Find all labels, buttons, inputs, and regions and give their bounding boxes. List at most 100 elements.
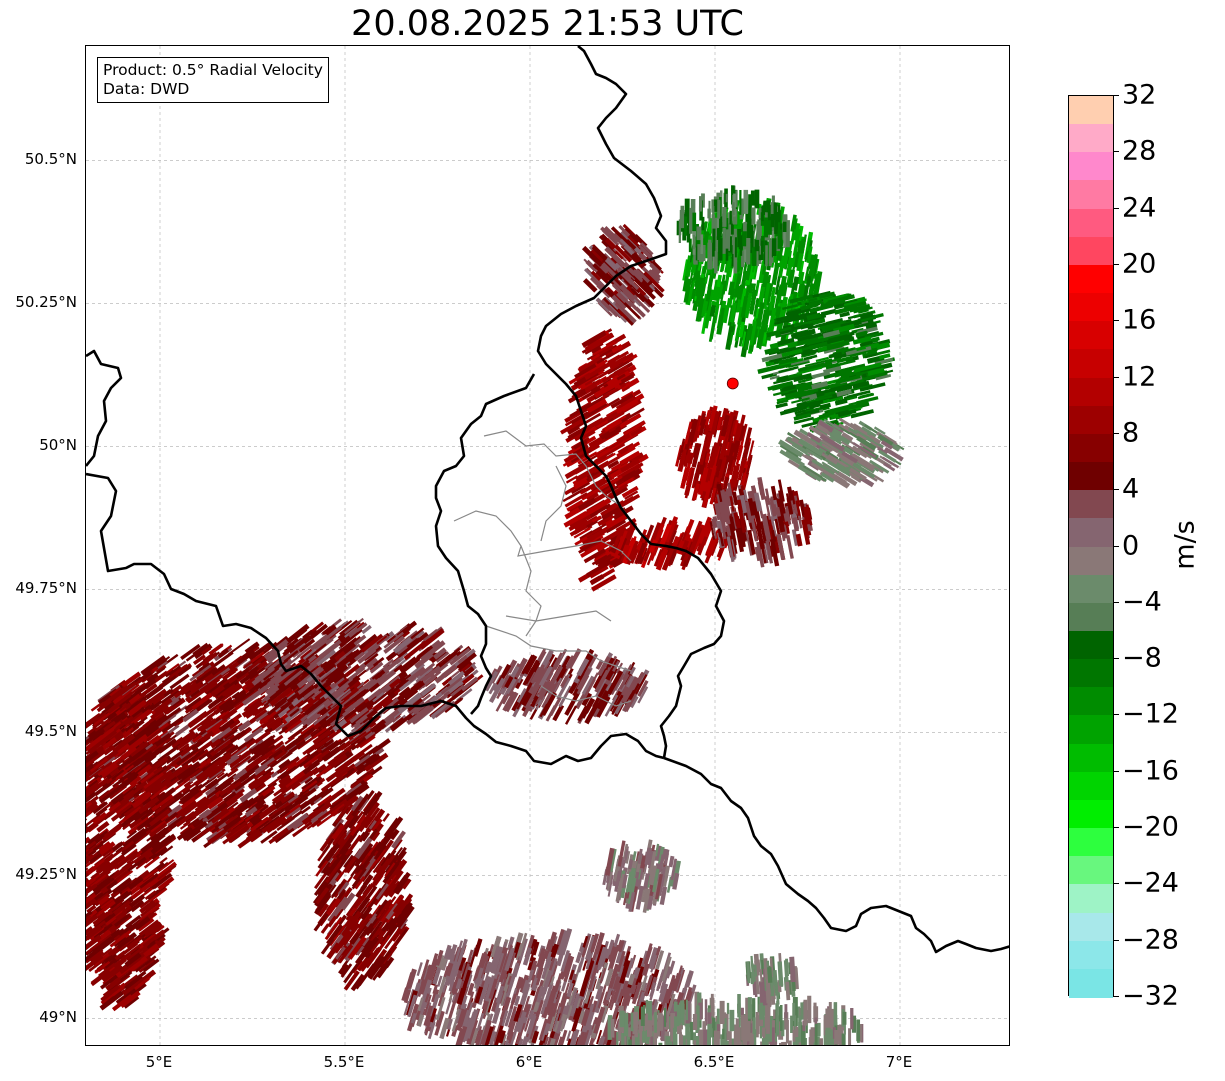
colorbar-tick-label: −32: [1122, 980, 1179, 1012]
colorbar-tick-label: −20: [1122, 811, 1179, 843]
lon-tick-label: 5°E: [145, 1053, 173, 1071]
colorbar-tick-label: −24: [1122, 867, 1179, 899]
colorbar-tick-label: 0: [1122, 530, 1140, 561]
colorbar-segment: [1069, 574, 1113, 604]
colorbar-segment: [1069, 828, 1113, 857]
colorbar-tick-mark: [1113, 770, 1119, 772]
map-canvas: [86, 46, 1009, 1045]
colorbar-tick-mark: [1113, 151, 1119, 153]
colorbar-tick-label: 8: [1122, 417, 1140, 449]
colorbar-segment: [1069, 152, 1113, 182]
colorbar-tick-mark: [1113, 545, 1119, 547]
colorbar-segment: [1069, 236, 1113, 266]
echo-region-16: [581, 223, 665, 326]
echo-region-1: [675, 405, 755, 510]
colorbar-tick-label: 20: [1122, 248, 1157, 280]
colorbar-segment: [1069, 462, 1113, 491]
radar-map: [85, 45, 1010, 1046]
colorbar-tick-label: 32: [1122, 79, 1157, 111]
product-label: Product: 0.5° Radial Velocity: [103, 61, 323, 79]
colorbar-segment: [1069, 321, 1113, 350]
colorbar-tick-label: 12: [1122, 361, 1157, 393]
colorbar-segment: [1069, 940, 1113, 970]
lon-tick-label: 7°E: [885, 1053, 913, 1071]
colorbar-segment: [1069, 349, 1113, 379]
colorbar-tick-mark: [1113, 827, 1119, 829]
lon-tick-label: 5.5°E: [323, 1053, 365, 1071]
colorbar-segment: [1069, 912, 1113, 942]
colorbar-tick-label: 16: [1122, 304, 1157, 336]
colorbar-segment: [1069, 715, 1113, 745]
velocity-colorbar: [1068, 95, 1114, 998]
colorbar-tick-mark: [1113, 601, 1119, 603]
colorbar-tick-label: 28: [1122, 135, 1157, 167]
colorbar-tick-mark: [1113, 320, 1119, 322]
lat-tick-label: 50.25°N: [15, 293, 77, 312]
colorbar-segment: [1069, 884, 1113, 914]
colorbar-segment: [1069, 490, 1113, 519]
colorbar-segment: [1069, 293, 1113, 322]
lat-tick-label: 49.75°N: [15, 579, 77, 598]
colorbar-segment: [1069, 405, 1113, 435]
colorbar-tick-label: −12: [1122, 698, 1179, 730]
colorbar-segment: [1069, 799, 1113, 829]
echo-region-5: [676, 185, 790, 274]
colorbar-tick-mark: [1113, 489, 1119, 491]
colorbar-segment: [1069, 771, 1113, 801]
colorbar-tick-label: 4: [1122, 473, 1140, 505]
colorbar-tick-label: −16: [1122, 755, 1179, 787]
colorbar-segment: [1069, 124, 1113, 153]
colorbar-tick-mark: [1113, 939, 1119, 941]
colorbar-segment: [1069, 433, 1113, 463]
echo-region-7: [778, 417, 905, 489]
lat-tick-label: 50.5°N: [24, 150, 77, 169]
lat-tick-label: 49.5°N: [24, 722, 77, 741]
echo-region-13: [607, 990, 864, 1045]
colorbar-segment: [1069, 546, 1113, 576]
colorbar-tick-mark: [1113, 432, 1119, 434]
colorbar-tick-label: −4: [1122, 586, 1162, 618]
country-borders: [86, 46, 1009, 954]
colorbar-tick-mark: [1113, 658, 1119, 660]
echo-region-0: [560, 328, 649, 592]
lon-tick-label: 6°E: [515, 1053, 543, 1071]
colorbar-segment: [1069, 377, 1113, 407]
colorbar-tick-label: −8: [1122, 642, 1162, 674]
colorbar-segment: [1069, 518, 1113, 548]
data-source-label: Data: DWD: [103, 80, 190, 98]
lat-tick-label: 49°N: [39, 1008, 77, 1027]
colorbar-tick-mark: [1113, 996, 1119, 997]
radar-echoes: [86, 185, 905, 1045]
lat-tick-label: 49.25°N: [15, 865, 77, 884]
colorbar-segment: [1069, 968, 1113, 998]
colorbar-segment: [1069, 630, 1113, 660]
colorbar-tick-mark: [1113, 714, 1119, 716]
radar-site-marker: [726, 377, 739, 390]
colorbar-tick-mark: [1113, 376, 1119, 378]
echo-region-14: [602, 839, 681, 913]
echo-region-17: [745, 953, 799, 1008]
product-info-box: Product: 0.5° Radial Velocity Data: DWD: [97, 57, 329, 103]
graticule: [86, 46, 1009, 1045]
lat-tick-label: 50°N: [39, 436, 77, 455]
colorbar-segment: [1069, 659, 1113, 688]
echo-region-15: [484, 648, 650, 725]
colorbar-unit-label: m/s: [1169, 520, 1201, 570]
colorbar-tick-mark: [1113, 263, 1119, 265]
colorbar-segment: [1069, 208, 1113, 238]
colorbar-segment: [1069, 96, 1113, 125]
colorbar-tick-mark: [1113, 207, 1119, 209]
echo-region-9: [86, 681, 178, 1012]
colorbar-segment: [1069, 856, 1113, 885]
colorbar-tick-mark: [1113, 883, 1119, 885]
colorbar-segment: [1069, 687, 1113, 717]
admin-borders: [453, 430, 632, 707]
echo-region-6: [709, 476, 813, 568]
colorbar-segment: [1069, 602, 1113, 632]
colorbar-tick-mark: [1113, 95, 1119, 96]
colorbar-tick-label: −28: [1122, 924, 1179, 956]
colorbar-tick-label: 24: [1122, 192, 1157, 224]
echo-region-11: [312, 790, 415, 992]
plot-title: 20.08.2025 21:53 UTC: [351, 4, 744, 44]
lon-tick-label: 6.5°E: [693, 1053, 735, 1071]
